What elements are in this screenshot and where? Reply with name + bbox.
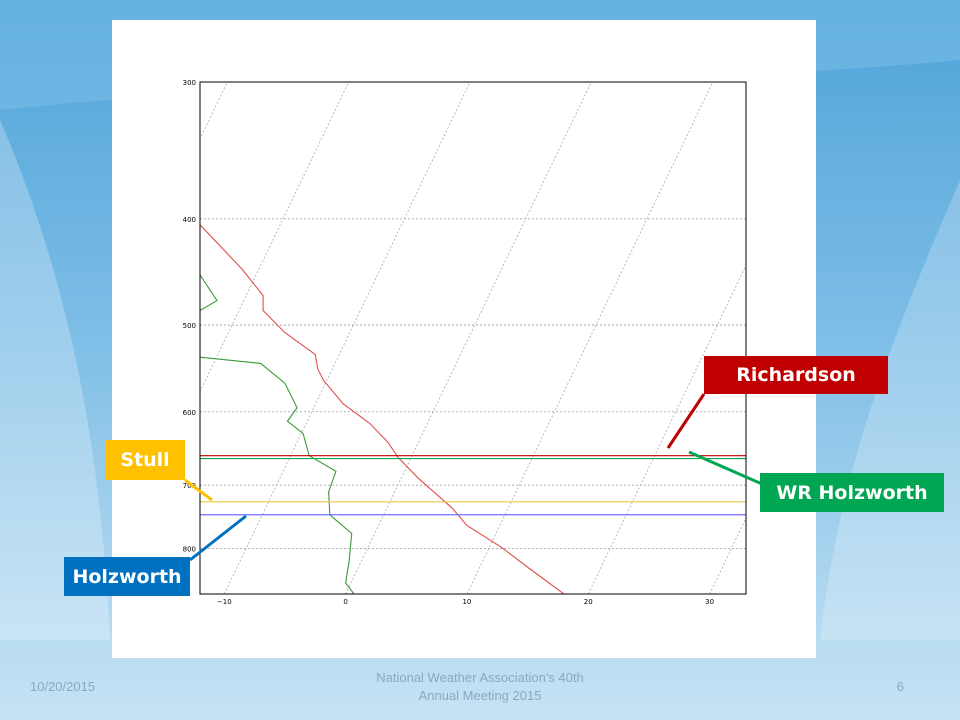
- y-tick-label: 500: [183, 322, 196, 330]
- dewpoint-profile: [200, 274, 355, 594]
- callout-richardson: Richardson: [704, 356, 888, 394]
- y-tick-label: 700: [183, 482, 196, 490]
- x-tick-label: 20: [584, 598, 593, 606]
- callout-wr-holzworth: WR Holzworth: [760, 473, 944, 512]
- footer-date: 10/20/2015: [30, 679, 96, 694]
- footer-line-2: Annual Meeting 2015: [418, 688, 542, 703]
- y-tick-label: 800: [183, 546, 196, 554]
- leader-stull: [184, 478, 213, 502]
- x-tick-label: −10: [217, 598, 232, 606]
- y-tick-label: 300: [183, 79, 196, 87]
- isotherm-gridline: [466, 82, 714, 594]
- page-number: 6: [896, 679, 904, 694]
- callout-stull: Stull: [105, 440, 185, 480]
- y-tick-label: 600: [183, 409, 196, 417]
- leader-wr-holzworth: [688, 450, 763, 486]
- footer-line-1: National Weather Association's 40th: [376, 670, 584, 685]
- y-tick-label: 400: [183, 216, 196, 224]
- footer-title: National Weather Association's 40th Annu…: [330, 669, 630, 705]
- skew-t-diagram: 300 400 500 600 700 800 −10 0 10 20 30: [183, 79, 747, 606]
- plot-frame: [199, 81, 747, 595]
- leader-richardson: [666, 393, 706, 449]
- x-tick-label: 0: [343, 598, 347, 606]
- x-tick-label: 10: [462, 598, 471, 606]
- callout-holzworth: Holzworth: [64, 557, 190, 596]
- isotherm-gridline: [345, 82, 592, 594]
- x-tick-label: 30: [705, 598, 714, 606]
- chart-panel: [112, 20, 816, 658]
- isotherm-gridline: [200, 82, 350, 393]
- leader-holzworth: [189, 514, 247, 562]
- isotherm-gridline: [223, 82, 471, 594]
- temperature-profile: [200, 224, 565, 594]
